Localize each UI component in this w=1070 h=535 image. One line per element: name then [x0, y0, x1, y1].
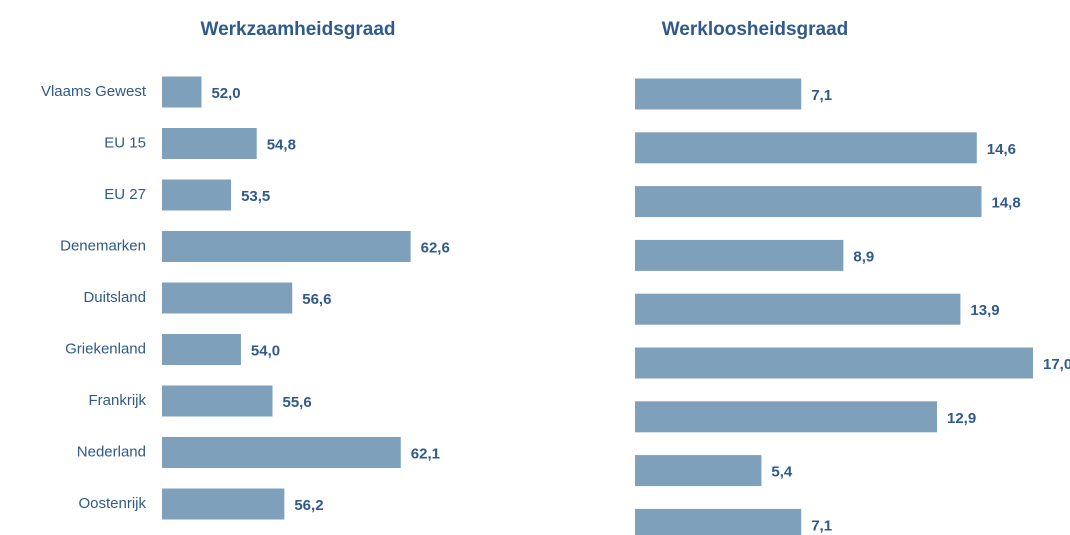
bar	[162, 128, 257, 159]
category-label: Oostenrijk	[78, 495, 146, 512]
bar	[635, 186, 982, 218]
value-label: 52,0	[211, 85, 240, 102]
bar	[162, 282, 293, 314]
bar	[635, 132, 977, 164]
bar	[635, 508, 802, 535]
value-label: 62,6	[421, 239, 450, 256]
category-label: Griekenland	[65, 340, 146, 357]
value-label: 17,0	[1043, 356, 1070, 373]
value-label: 5,4	[771, 464, 793, 481]
bar	[162, 231, 411, 262]
category-label: Denemarken	[60, 237, 146, 254]
value-label: 13,9	[970, 302, 999, 319]
value-label: 56,6	[302, 291, 331, 308]
bar	[162, 437, 401, 468]
value-label: 7,1	[811, 87, 832, 104]
value-label: 53,5	[241, 188, 270, 205]
category-label: EU 27	[104, 186, 146, 203]
value-label: 7,1	[811, 517, 832, 534]
value-label: 14,8	[991, 195, 1020, 212]
value-label: 54,8	[267, 136, 296, 153]
bar	[635, 401, 938, 433]
bar	[635, 455, 762, 487]
bar	[635, 293, 961, 325]
value-label: 55,6	[283, 394, 312, 411]
bar	[635, 78, 802, 110]
bar	[162, 76, 202, 108]
bar	[162, 385, 273, 417]
value-label: 14,6	[987, 141, 1016, 158]
value-label: 12,9	[947, 410, 976, 427]
category-label: Frankrijk	[88, 392, 146, 409]
chart-title: Werkloosheidsgraad	[662, 19, 849, 40]
bar	[635, 347, 1033, 379]
bar	[162, 334, 241, 365]
value-label: 62,1	[411, 445, 440, 462]
category-label: Nederland	[77, 443, 146, 460]
value-label: 54,0	[251, 342, 280, 359]
bar	[635, 239, 844, 271]
bar	[162, 179, 232, 211]
chart-title: Werkzaamheidsgraad	[200, 19, 395, 40]
bar	[162, 488, 285, 520]
value-label: 8,9	[853, 248, 874, 265]
value-label: 56,2	[294, 497, 323, 514]
category-label: EU 15	[104, 134, 146, 151]
category-label: Vlaams Gewest	[41, 83, 147, 100]
category-label: Duitsland	[83, 289, 146, 306]
